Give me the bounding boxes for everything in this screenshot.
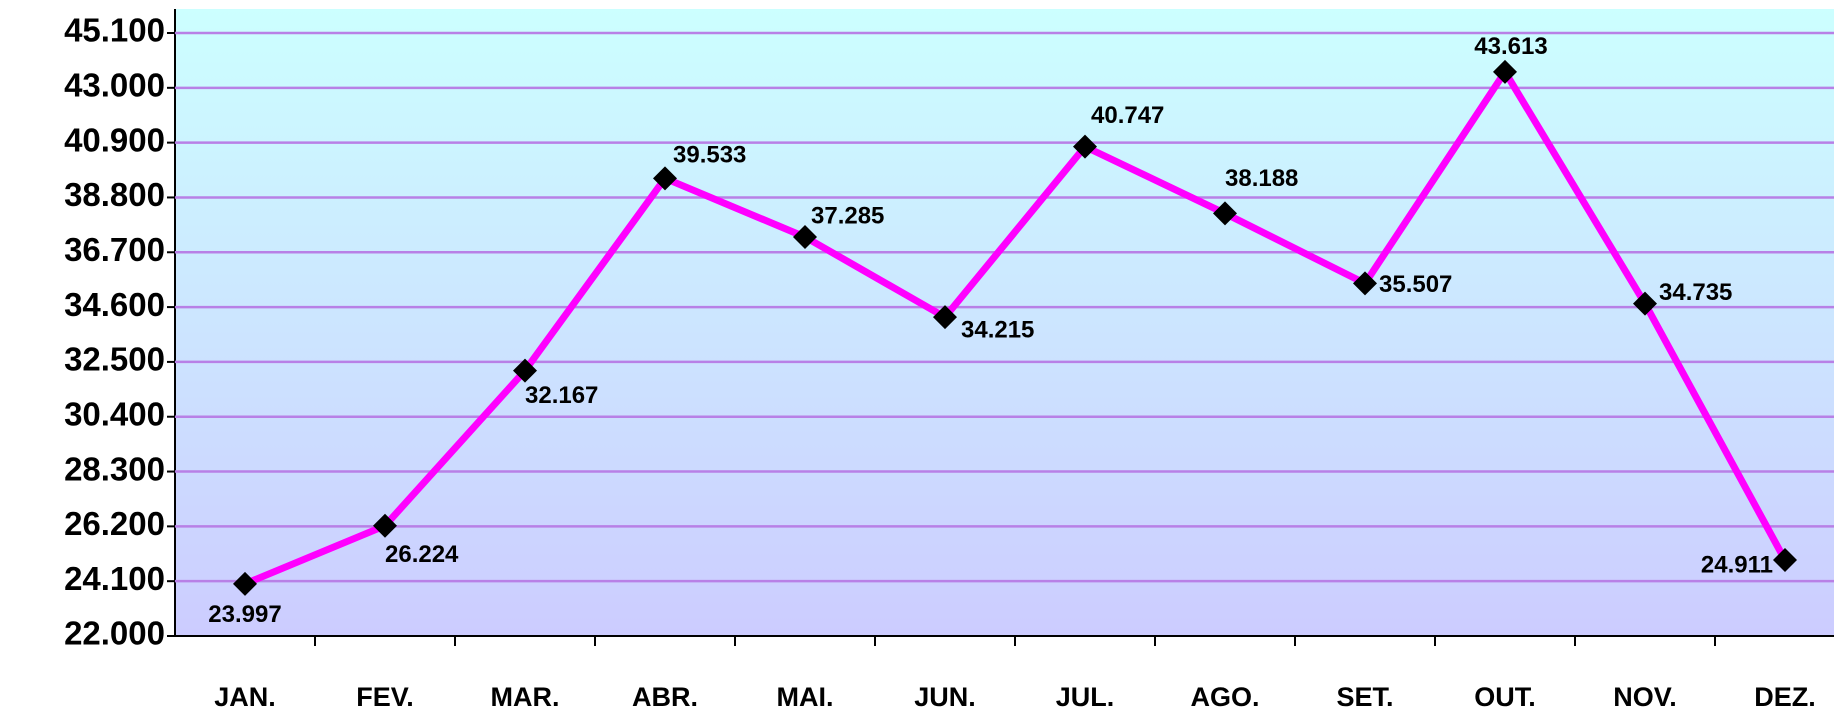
series-line bbox=[243, 68, 1789, 588]
x-tick-label: SET. bbox=[1336, 682, 1393, 712]
marker bbox=[1633, 291, 1657, 316]
data-label: 39.533 bbox=[673, 142, 746, 169]
marker bbox=[933, 305, 957, 330]
data-label: 24.911 bbox=[1701, 551, 1773, 578]
x-tick-label: MAR. bbox=[491, 682, 560, 712]
x-tick-label: MAI. bbox=[777, 682, 834, 712]
data-label: 43.613 bbox=[1474, 33, 1547, 60]
y-tick-label: 43.000 bbox=[64, 67, 165, 104]
y-tick-label: 36.700 bbox=[64, 231, 165, 268]
x-tick-label: NOV. bbox=[1613, 682, 1677, 712]
data-label: 34.215 bbox=[961, 316, 1034, 343]
x-tick-label: DEZ. bbox=[1754, 682, 1816, 712]
x-tick-label: ABR. bbox=[632, 682, 698, 712]
marker bbox=[1773, 548, 1797, 573]
data-label: 32.167 bbox=[525, 382, 598, 409]
data-label: 35.507 bbox=[1379, 271, 1452, 298]
marker bbox=[1353, 271, 1377, 296]
y-tick-label: 26.200 bbox=[64, 505, 165, 542]
marker bbox=[1073, 134, 1097, 159]
marker bbox=[793, 225, 817, 250]
x-tick-label: JAN. bbox=[214, 682, 276, 712]
marker bbox=[233, 571, 257, 596]
y-tick-label: 40.900 bbox=[64, 121, 165, 158]
x-tick-label: OUT. bbox=[1474, 682, 1536, 712]
data-label: 23.997 bbox=[208, 601, 281, 628]
data-label: 38.188 bbox=[1225, 165, 1298, 192]
data-label: 26.224 bbox=[385, 541, 459, 568]
y-tick-label: 22.000 bbox=[64, 615, 165, 652]
x-tick-label: FEV. bbox=[356, 682, 414, 712]
data-label: 40.747 bbox=[1091, 102, 1164, 129]
marker bbox=[1493, 59, 1517, 84]
y-tick-label: 34.600 bbox=[64, 286, 165, 323]
x-tick-label: JUN. bbox=[914, 682, 976, 712]
y-tick-label: 32.500 bbox=[64, 341, 165, 378]
marker bbox=[373, 513, 397, 538]
plot-area bbox=[175, 9, 1834, 636]
marker bbox=[513, 358, 537, 383]
x-tick-label: AGO. bbox=[1190, 682, 1259, 712]
data-label: 34.735 bbox=[1659, 279, 1732, 306]
y-tick-label: 30.400 bbox=[64, 395, 165, 432]
y-tick-label: 28.300 bbox=[64, 450, 165, 487]
y-tick-label: 38.800 bbox=[64, 176, 165, 213]
data-label: 37.285 bbox=[811, 202, 884, 229]
x-tick-label: JUL. bbox=[1056, 682, 1115, 712]
y-tick-label: 24.100 bbox=[64, 560, 165, 597]
marker bbox=[653, 166, 677, 191]
y-tick-label: 45.100 bbox=[64, 12, 165, 49]
marker bbox=[1213, 201, 1237, 226]
